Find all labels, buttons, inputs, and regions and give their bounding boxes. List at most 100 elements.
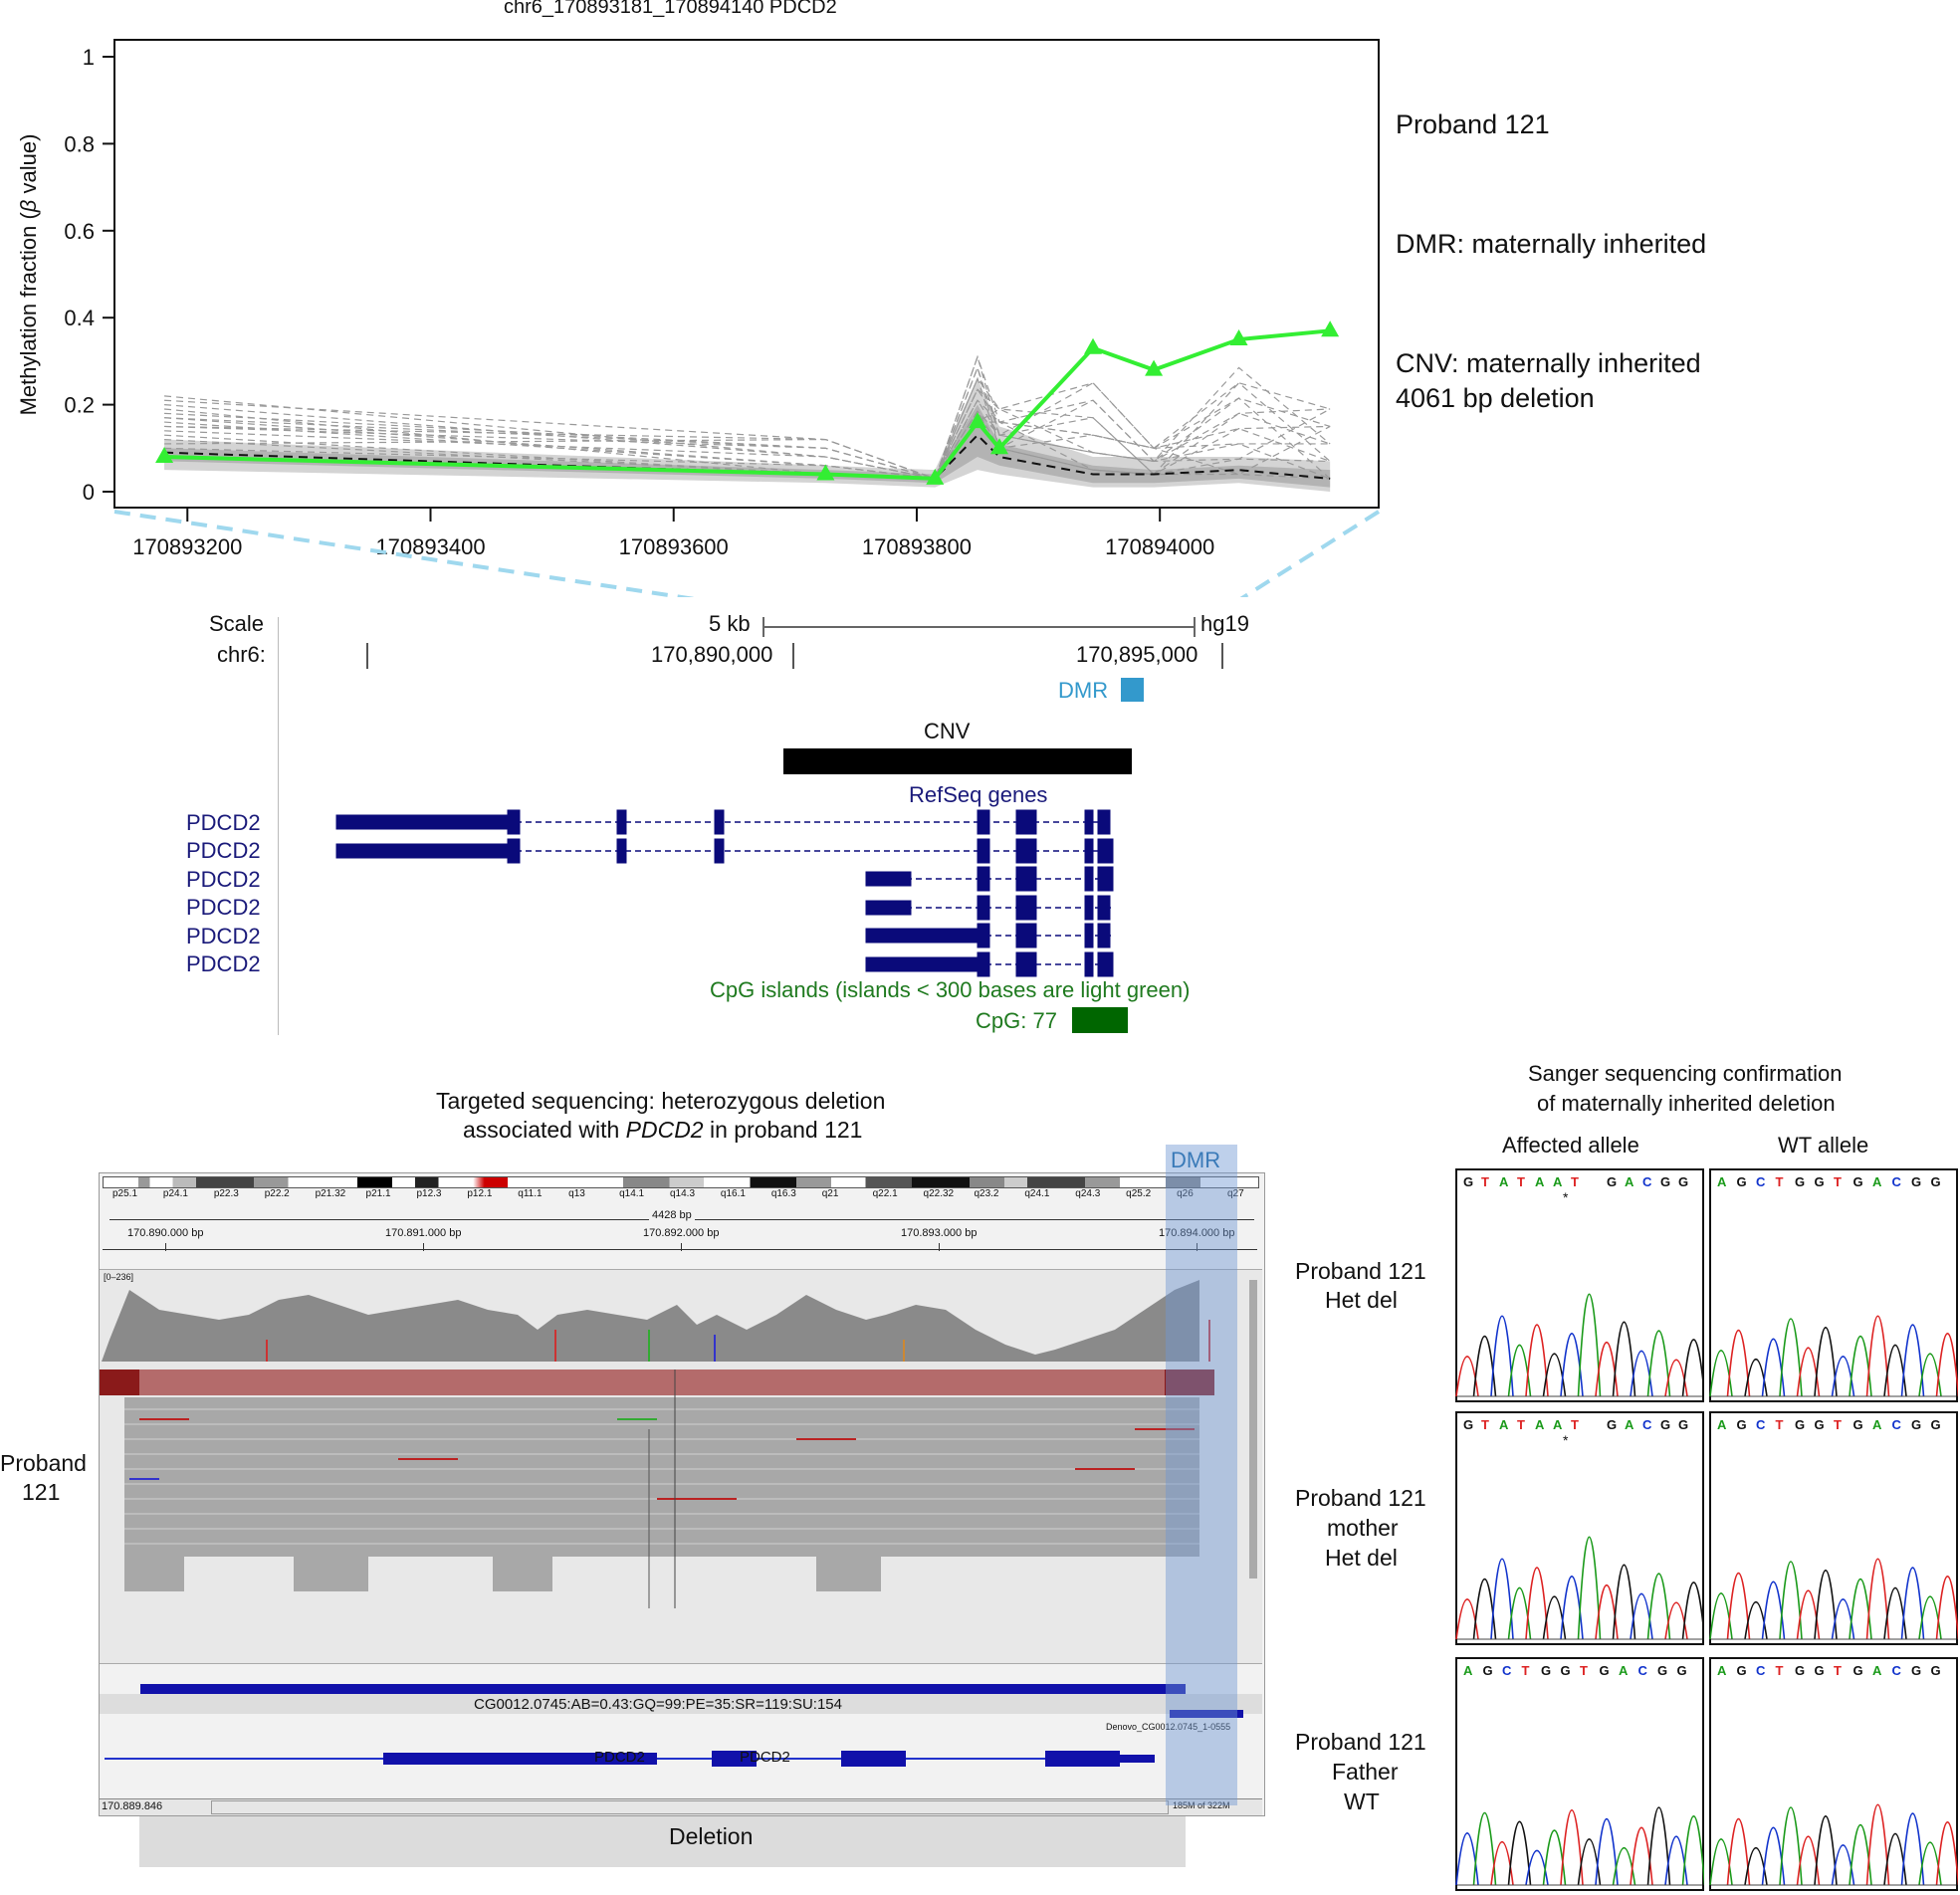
trace-peak [1779, 1318, 1803, 1397]
data-point-proband [1229, 329, 1248, 346]
base-call: G [1600, 1663, 1610, 1678]
dmr-track-label: DMR [1058, 678, 1109, 703]
scale-bar [762, 617, 1196, 637]
x-tick-label: 170893400 [375, 534, 485, 559]
base-call: T [1517, 1174, 1525, 1189]
denovo-bar [1170, 1710, 1243, 1718]
trace-peak [1900, 1812, 1925, 1886]
band-label: p22.3 [213, 1188, 239, 1199]
band-labels: p25.1 p24.1 p22.3 p22.2 p21.32 p21.1 p12.3 p12.… [103, 1188, 1257, 1202]
base-call: G [1931, 1174, 1941, 1189]
band-label: p22.2 [264, 1188, 290, 1199]
position-1-tick [792, 643, 794, 669]
base-call: C [1638, 1663, 1648, 1678]
data-point-proband [969, 412, 987, 429]
base-call: G [1795, 1174, 1805, 1189]
chromatogram: G T A T A A T G A C G G* [1455, 1168, 1704, 1402]
trace-peak [1865, 1315, 1890, 1397]
base-call: A [1625, 1417, 1634, 1432]
base-call: A [1717, 1663, 1727, 1678]
igv-title-2: associated with PDCD2 in proband 121 [463, 1117, 863, 1143]
igv-window: p25.1 p24.1 p22.3 p22.2 p21.32 p21.1 p12.3 p12.… [99, 1172, 1265, 1816]
igv-gene-track [105, 1751, 1155, 1767]
alignment-panel: [0–236] [100, 1269, 1262, 1664]
igv-title-1: Targeted sequencing: heterozygous deleti… [436, 1088, 886, 1114]
sanger-row-1-line1: Proband 121 [1295, 1258, 1426, 1284]
position-ruler: 170.890.000 bp 170.891.000 bp 170.892.000 … [103, 1225, 1257, 1253]
annotation-dmr: DMR: maternally inherited [1396, 229, 1707, 259]
base-call: G [1931, 1417, 1941, 1432]
band-label: q13 [568, 1188, 585, 1199]
band-label: q21 [821, 1188, 839, 1199]
band-label: q26 [1177, 1188, 1194, 1199]
base-call: G [1815, 1417, 1825, 1432]
ruler-position-label: 170.890.000 bp [127, 1227, 204, 1239]
x-tick-label: 170893800 [862, 534, 972, 559]
sv-label: CG0012.0745:AB=0.43:GQ=99:PE=35:SR=119:S… [474, 1696, 842, 1713]
data-point-proband [816, 464, 835, 481]
sv-support-band [100, 1694, 1262, 1714]
position-2-tick [1221, 643, 1223, 669]
base-call: A [1619, 1663, 1629, 1678]
base-call: G [1657, 1663, 1667, 1678]
igv-gene-label-2: PDCD2 [740, 1749, 790, 1766]
denovo-label: Denovo_CG0012.0745_1-0555 [1106, 1722, 1231, 1732]
refseq-gene-models [335, 809, 1114, 977]
series-line-control-median [164, 433, 1331, 480]
trace-peak [1681, 1581, 1704, 1640]
band-label: q11.1 [518, 1188, 543, 1199]
trace-peak [1726, 1572, 1751, 1640]
cnv-block [783, 748, 1132, 774]
ruler-position-label: 170.891.000 bp [385, 1227, 462, 1239]
base-call: C [1756, 1417, 1766, 1432]
base-call: G [1911, 1663, 1921, 1678]
y-tick-label: 0.6 [64, 219, 95, 244]
igv-dmr-label: DMR [1171, 1148, 1221, 1172]
x-tick-label: 170894000 [1105, 534, 1214, 559]
data-point-proband [1084, 337, 1103, 354]
base-call: T [1776, 1174, 1784, 1189]
sanger-row-1-line2: Het del [1325, 1287, 1398, 1313]
trace-peak [1726, 1817, 1751, 1886]
base-call: G [1853, 1174, 1863, 1189]
deletion-label: Deletion [669, 1823, 754, 1849]
base-call: C [1756, 1663, 1766, 1678]
chromosome-ideogram [103, 1176, 1259, 1188]
base-call: A [1717, 1417, 1727, 1432]
base-call: T [1481, 1417, 1489, 1432]
base-call: G [1737, 1174, 1747, 1189]
base-call: T [1834, 1663, 1842, 1678]
ruler-position-label: 170.892.000 bp [643, 1227, 720, 1239]
band-label: q16.1 [720, 1188, 746, 1199]
trace-peak [1865, 1803, 1890, 1886]
base-call: A [1553, 1417, 1563, 1432]
base-call: T [1571, 1417, 1579, 1432]
sanger-row-2-line2: mother [1327, 1515, 1399, 1541]
band-label: p12.1 [467, 1188, 493, 1199]
ruler-tick [423, 1243, 424, 1251]
base-call: T [1776, 1417, 1784, 1432]
base-call: G [1853, 1417, 1863, 1432]
methylation-plot-title: chr6_170893181_170894140 PDCD2 [504, 0, 837, 18]
y-tick-label: 0 [83, 480, 95, 505]
gene-label-6: PDCD2 [186, 951, 261, 976]
base-call: T [1571, 1174, 1579, 1189]
base-call: G [1678, 1174, 1688, 1189]
y-tick-label: 1 [83, 45, 95, 70]
status-right: 185M of 322M [1173, 1800, 1230, 1810]
band-label: p21.32 [315, 1188, 346, 1199]
trace-peak [1577, 1536, 1602, 1640]
cpg-label: CpG: 77 [976, 1008, 1057, 1033]
series-lines [155, 320, 1340, 485]
ruler-tick [1197, 1243, 1198, 1251]
plot-frame [113, 39, 1380, 509]
trace-peak [1779, 1806, 1803, 1886]
base-call: G [1483, 1663, 1493, 1678]
data-point-proband [1321, 320, 1340, 337]
control-iqr-band [164, 404, 1331, 488]
base-call: A [1872, 1417, 1882, 1432]
scale-label: Scale [209, 611, 265, 636]
refseq-title: RefSeq genes [909, 782, 1048, 807]
base-call: G [1737, 1663, 1747, 1678]
ruler-position-label: 170.893.000 bp [901, 1227, 978, 1239]
